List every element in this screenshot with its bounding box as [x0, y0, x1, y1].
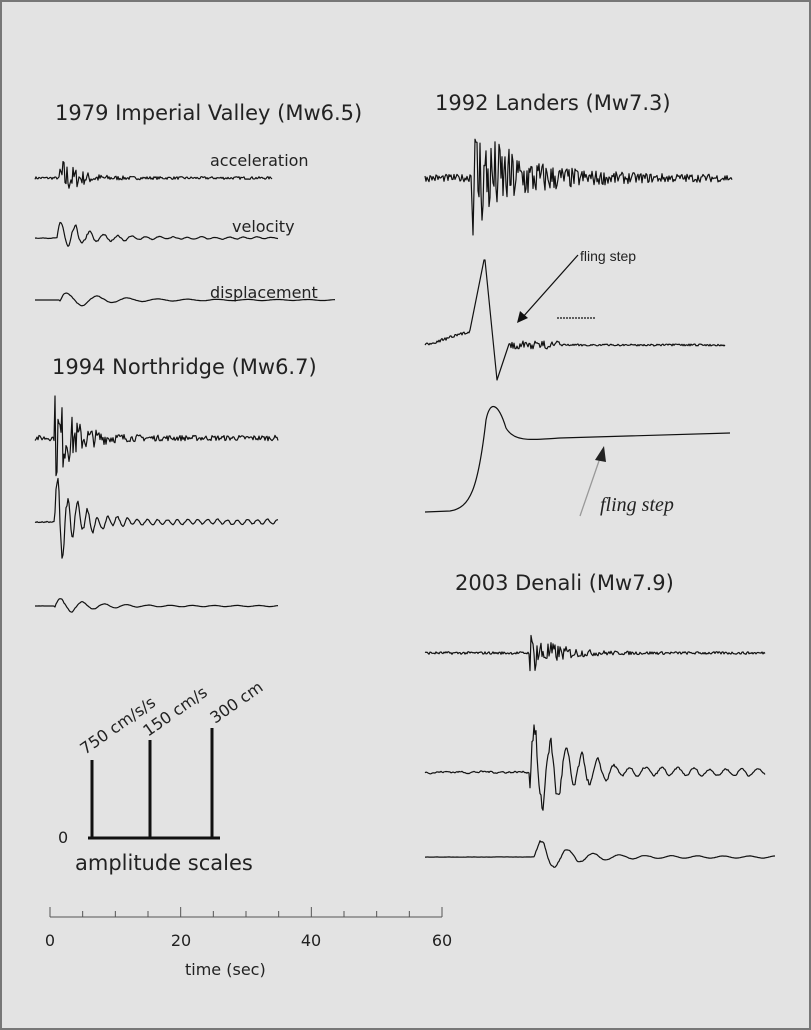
waveform [424, 634, 766, 672]
tick-label: 40 [301, 931, 321, 950]
panel-title: 2003 Denali (Mw7.9) [455, 571, 674, 595]
arrow [579, 457, 601, 517]
waveform [34, 395, 279, 477]
tick-label: 20 [171, 931, 191, 950]
tick-label: 60 [432, 931, 452, 950]
panel-title: 1992 Landers (Mw7.3) [435, 91, 671, 115]
trace-label: acceleration [210, 151, 309, 170]
waveform [35, 598, 279, 613]
time-ticks [49, 907, 443, 917]
waveform [424, 259, 726, 381]
scale-caption: amplitude scales [75, 851, 253, 875]
waveforms [34, 138, 775, 868]
annotation: fling step [600, 494, 674, 516]
annotation: fling step [580, 248, 636, 264]
axis-label: time (sec) [185, 960, 266, 979]
waveform [34, 221, 279, 247]
amplitude-bars [88, 728, 220, 840]
arrowhead [595, 446, 606, 462]
arrowhead [517, 311, 528, 323]
waveform [424, 138, 733, 236]
waveform [424, 724, 766, 811]
trace-label: displacement [210, 283, 318, 302]
arrow [521, 254, 579, 319]
panel-title: 1994 Northridge (Mw6.7) [52, 355, 317, 379]
waveform [424, 406, 731, 513]
scale-zero: 0 [58, 828, 68, 847]
tick-label: 0 [45, 931, 55, 950]
waveform [34, 477, 279, 559]
trace-label: velocity [232, 217, 295, 236]
waveform [34, 161, 273, 189]
panel-title: 1979 Imperial Valley (Mw6.5) [55, 101, 362, 125]
waveform [35, 292, 336, 307]
waveform [425, 840, 775, 868]
